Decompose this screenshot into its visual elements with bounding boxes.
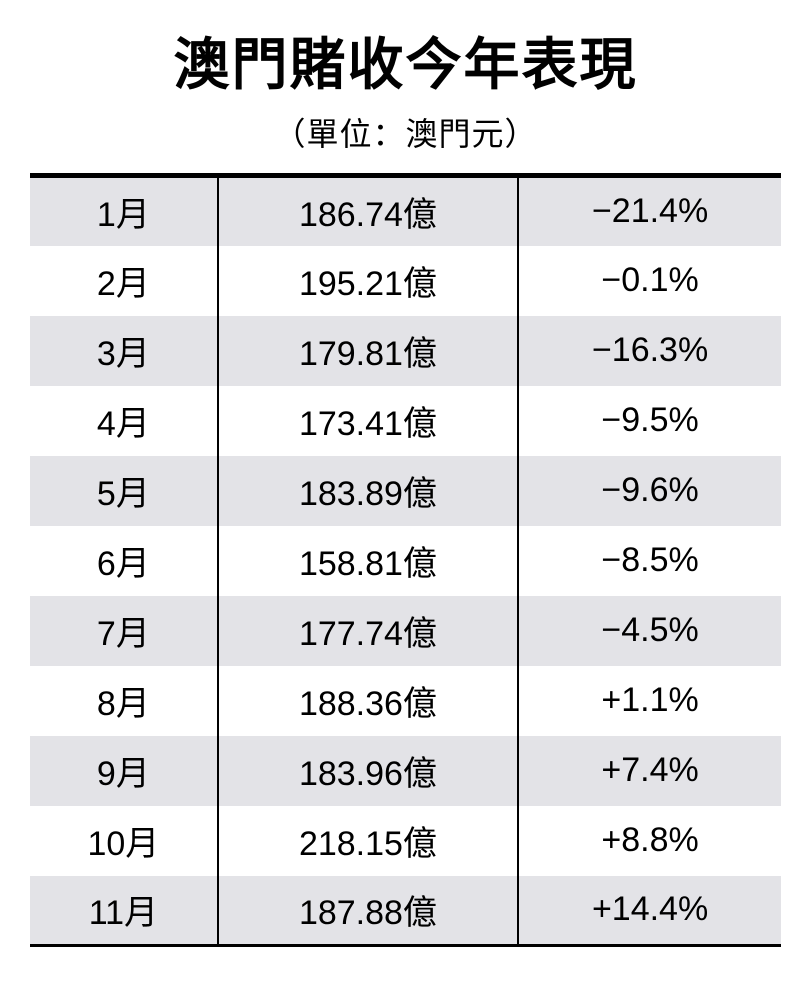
amount-cell: 195.21億: [218, 246, 518, 316]
change-cell: −21.4%: [518, 176, 781, 246]
table-row: 1月 186.74億 −21.4%: [30, 176, 781, 246]
page-title: 澳門賭收今年表現: [30, 20, 781, 101]
month-cell: 10月: [30, 806, 218, 876]
amount-cell: 179.81億: [218, 316, 518, 386]
table-row: 3月 179.81億 −16.3%: [30, 316, 781, 386]
amount-cell: 158.81億: [218, 526, 518, 596]
amount-cell: 173.41億: [218, 386, 518, 456]
month-cell: 5月: [30, 456, 218, 526]
amount-cell: 188.36億: [218, 666, 518, 736]
table-row: 7月 177.74億 −4.5%: [30, 596, 781, 666]
change-cell: −4.5%: [518, 596, 781, 666]
amount-cell: 186.74億: [218, 176, 518, 246]
table-row: 2月 195.21億 −0.1%: [30, 246, 781, 316]
month-cell: 9月: [30, 736, 218, 806]
amount-cell: 218.15億: [218, 806, 518, 876]
month-cell: 3月: [30, 316, 218, 386]
table-row: 5月 183.89億 −9.6%: [30, 456, 781, 526]
table-container: 澳門賭收今年表現 （單位：澳門元） 1月 186.74億 −21.4% 2月 1…: [30, 20, 781, 947]
table-row: 11月 187.88億 +14.4%: [30, 876, 781, 946]
table-row: 6月 158.81億 −8.5%: [30, 526, 781, 596]
change-cell: +7.4%: [518, 736, 781, 806]
revenue-table: 1月 186.74億 −21.4% 2月 195.21億 −0.1% 3月 17…: [30, 173, 781, 947]
page-subtitle: （單位：澳門元）: [30, 109, 781, 155]
change-cell: +8.8%: [518, 806, 781, 876]
change-cell: −16.3%: [518, 316, 781, 386]
month-cell: 1月: [30, 176, 218, 246]
change-cell: +14.4%: [518, 876, 781, 946]
month-cell: 8月: [30, 666, 218, 736]
change-cell: −0.1%: [518, 246, 781, 316]
month-cell: 7月: [30, 596, 218, 666]
change-cell: −9.5%: [518, 386, 781, 456]
month-cell: 11月: [30, 876, 218, 946]
month-cell: 2月: [30, 246, 218, 316]
amount-cell: 187.88億: [218, 876, 518, 946]
amount-cell: 177.74億: [218, 596, 518, 666]
change-cell: +1.1%: [518, 666, 781, 736]
change-cell: −8.5%: [518, 526, 781, 596]
table-body: 1月 186.74億 −21.4% 2月 195.21億 −0.1% 3月 17…: [30, 176, 781, 946]
month-cell: 4月: [30, 386, 218, 456]
month-cell: 6月: [30, 526, 218, 596]
table-row: 10月 218.15億 +8.8%: [30, 806, 781, 876]
change-cell: −9.6%: [518, 456, 781, 526]
amount-cell: 183.89億: [218, 456, 518, 526]
table-row: 9月 183.96億 +7.4%: [30, 736, 781, 806]
amount-cell: 183.96億: [218, 736, 518, 806]
table-row: 4月 173.41億 −9.5%: [30, 386, 781, 456]
table-row: 8月 188.36億 +1.1%: [30, 666, 781, 736]
